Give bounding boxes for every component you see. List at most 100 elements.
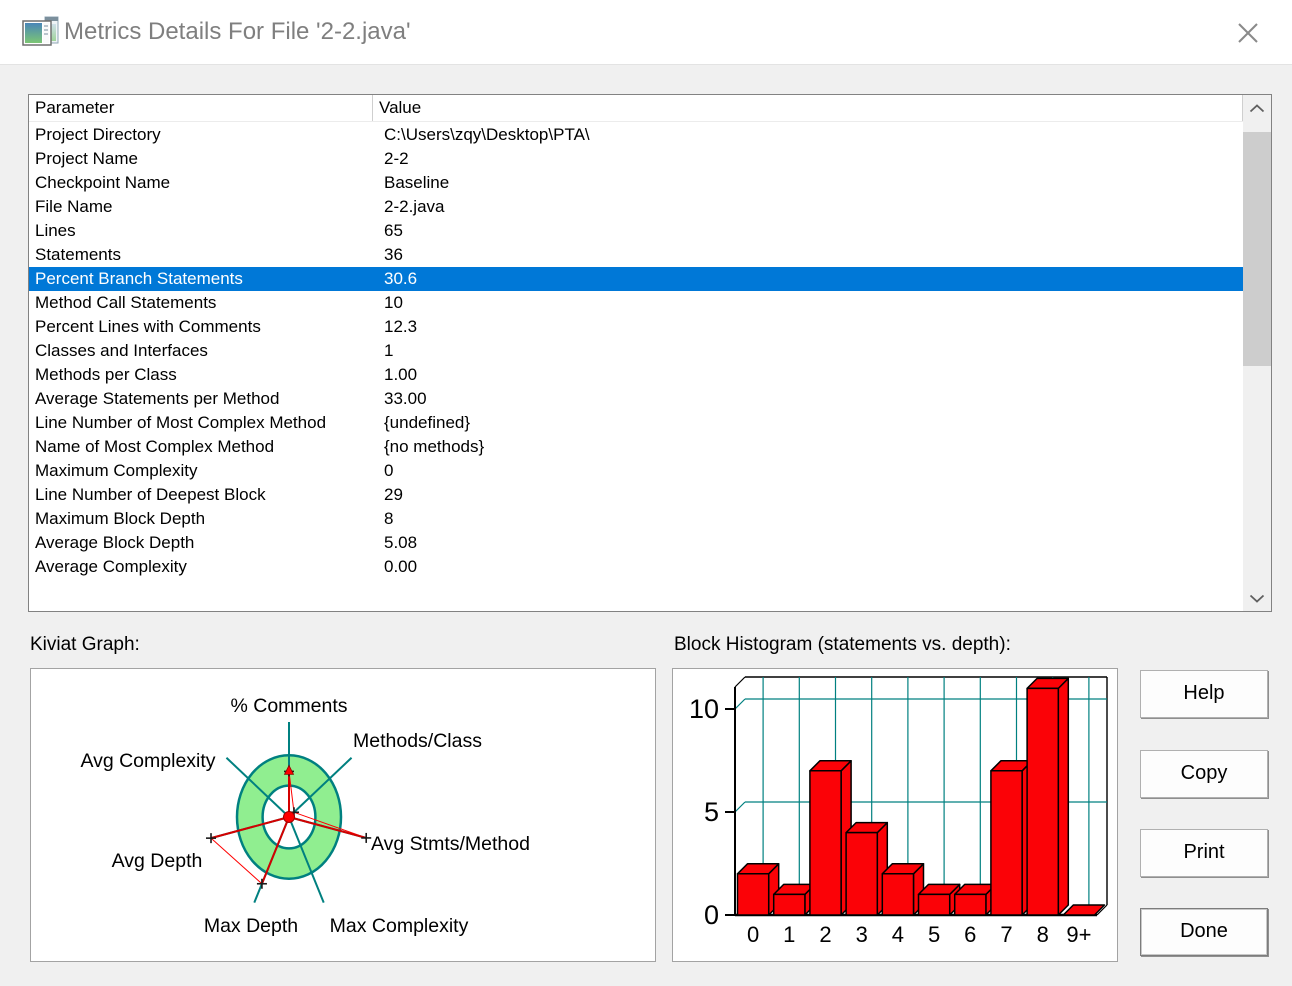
cell-parameter: Average Statements per Method [35, 389, 280, 408]
histogram-y-tick-label: 5 [704, 797, 719, 827]
help-button[interactable]: Help [1140, 670, 1268, 718]
cell-parameter: Maximum Block Depth [35, 509, 206, 528]
cell-parameter: Classes and Interfaces [35, 341, 208, 360]
chevron-up-icon [1249, 103, 1265, 112]
column-header-parameter[interactable]: Parameter [29, 95, 373, 121]
histogram-x-tick-label: 4 [892, 922, 904, 947]
cell-value: 5.08 [384, 533, 418, 552]
table-header: Parameter Value [29, 95, 1243, 122]
column-header-value[interactable]: Value [373, 95, 1243, 121]
histogram-y-tick-label: 0 [704, 900, 719, 930]
scroll-down-button[interactable] [1243, 585, 1271, 611]
chevron-down-icon [1249, 594, 1265, 603]
histogram-x-tick-label: 3 [856, 922, 868, 947]
cell-parameter: Line Number of Most Complex Method [35, 413, 327, 432]
kiviat-graph-panel: % Comments Methods/Class Avg Stmts/Method M… [30, 668, 656, 962]
table-body: Project Directory C:\Users\zqy\Desktop\PT… [29, 123, 1243, 579]
histogram-x-tick-label: 8 [1037, 922, 1049, 947]
table-row[interactable]: File Name 2-2.java [29, 195, 1243, 219]
table-row[interactable]: Average Statements per Method 33.00 [29, 387, 1243, 411]
table-row[interactable]: Percent Branch Statements 30.6 [29, 267, 1243, 291]
cell-parameter: Checkpoint Name [35, 173, 171, 192]
cell-parameter: Project Directory [35, 125, 161, 144]
cell-value: Baseline [384, 173, 450, 192]
kiviat-axis-label: Max Complexity [330, 915, 469, 937]
histogram-panel: 0 5 10 0 1 2 3 4 5 6 7 8 9+ [672, 668, 1118, 962]
cell-parameter: Statements [35, 245, 121, 264]
cell-parameter: Average Complexity [35, 557, 187, 576]
cell-value: 8 [384, 509, 394, 528]
kiviat-axis-label: % Comments [230, 695, 347, 717]
histogram-x-tick-label: 2 [819, 922, 831, 947]
cell-value: 0 [384, 461, 394, 480]
window-title: Metrics Details For File '2-2.java' [64, 18, 411, 45]
table-row[interactable]: Name of Most Complex Method {no methods} [29, 435, 1243, 459]
table-row[interactable]: Line Number of Deepest Block 29 [29, 483, 1243, 507]
histogram-x-tick-label: 1 [783, 922, 795, 947]
cell-value: 2-2 [384, 149, 409, 168]
histogram-x-tick-label: 5 [928, 922, 940, 947]
title-bar: Metrics Details For File '2-2.java' [0, 0, 1292, 65]
table-row[interactable]: Average Block Depth 5.08 [29, 531, 1243, 555]
table-row[interactable]: Average Complexity 0.00 [29, 555, 1243, 579]
cell-parameter: Name of Most Complex Method [35, 437, 275, 456]
kiviat-axis-label: Methods/Class [353, 730, 482, 752]
scroll-up-button[interactable] [1243, 95, 1271, 121]
close-icon [1238, 23, 1258, 43]
metrics-table: Parameter Value Project Directory C:\User… [28, 94, 1272, 612]
histogram-y-tick-label: 10 [689, 694, 719, 724]
table-row[interactable]: Classes and Interfaces 1 [29, 339, 1243, 363]
copy-button[interactable]: Copy [1140, 750, 1268, 798]
cell-value: 0.00 [384, 557, 418, 576]
cell-value: 12.3 [384, 317, 418, 336]
vertical-scrollbar[interactable] [1243, 95, 1271, 611]
table-row[interactable]: Lines 65 [29, 219, 1243, 243]
histogram-label: Block Histogram (statements vs. depth): [674, 634, 1011, 655]
table-row[interactable]: Maximum Complexity 0 [29, 459, 1243, 483]
cell-value: 30.6 [384, 269, 418, 288]
kiviat-radar-chart: % Comments Methods/Class Avg Stmts/Method M… [80, 695, 530, 937]
table-row[interactable]: Line Number of Most Complex Method {undef… [29, 411, 1243, 435]
histogram-x-tick-label: 6 [964, 922, 976, 947]
cell-parameter: Percent Lines with Comments [35, 317, 261, 336]
cell-value: 10 [384, 293, 403, 312]
cell-parameter: Line Number of Deepest Block [35, 485, 266, 504]
cell-value: C:\Users\zqy\Desktop\PTA\ [384, 125, 590, 144]
table-row[interactable]: Percent Lines with Comments 12.3 [29, 315, 1243, 339]
cell-parameter: File Name [35, 197, 113, 216]
cell-value: {undefined} [384, 413, 471, 432]
table-row[interactable]: Method Call Statements 10 [29, 291, 1243, 315]
done-button[interactable]: Done [1140, 908, 1268, 956]
close-button[interactable] [1226, 16, 1270, 50]
kiviat-graph-label: Kiviat Graph: [30, 634, 140, 655]
table-row[interactable]: Project Directory C:\Users\zqy\Desktop\PT… [29, 123, 1243, 147]
table-row[interactable]: Project Name 2-2 [29, 147, 1243, 171]
cell-value: 29 [384, 485, 403, 504]
cell-value: 33.00 [384, 389, 427, 408]
histogram-x-tick-label: 7 [1000, 922, 1012, 947]
print-button[interactable]: Print [1140, 829, 1268, 877]
cell-value: 2-2.java [384, 197, 445, 216]
cell-parameter: Percent Branch Statements [35, 269, 243, 288]
cell-parameter: Average Block Depth [35, 533, 195, 552]
histogram-x-tick-label: 9+ [1066, 922, 1091, 947]
cell-parameter: Method Call Statements [35, 293, 217, 312]
table-row[interactable]: Maximum Block Depth 8 [29, 507, 1243, 531]
histogram-x-tick-label: 0 [747, 922, 759, 947]
cell-value: 65 [384, 221, 403, 240]
kiviat-axis-label: Avg Depth [112, 850, 203, 872]
cell-parameter: Project Name [35, 149, 138, 168]
kiviat-axis-label: Avg Complexity [80, 750, 215, 772]
cell-parameter: Methods per Class [35, 365, 177, 384]
scrollbar-thumb[interactable] [1243, 132, 1271, 366]
cell-parameter: Maximum Complexity [35, 461, 198, 480]
table-row[interactable]: Checkpoint Name Baseline [29, 171, 1243, 195]
cell-value: 36 [384, 245, 403, 264]
kiviat-axis-label: Max Depth [204, 915, 298, 937]
cell-parameter: Lines [35, 221, 76, 240]
table-row[interactable]: Methods per Class 1.00 [29, 363, 1243, 387]
cell-value: 1.00 [384, 365, 418, 384]
table-row[interactable]: Statements 36 [29, 243, 1243, 267]
